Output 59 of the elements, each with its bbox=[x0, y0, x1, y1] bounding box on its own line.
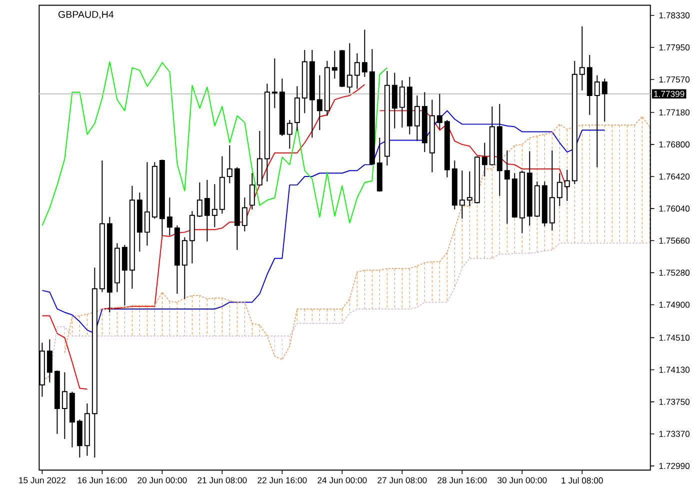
candlestick bbox=[122, 244, 128, 306]
y-tick-label: 1.76420 bbox=[659, 174, 690, 180]
candlestick bbox=[332, 50, 338, 80]
candlestick bbox=[594, 74, 600, 168]
y-tick-label: 1.73370 bbox=[659, 430, 690, 438]
candlestick bbox=[414, 95, 420, 142]
y-tick-label: 1.77180 bbox=[659, 109, 690, 116]
candlestick bbox=[346, 42, 352, 94]
candlestick bbox=[62, 372, 68, 440]
y-tick-label: 1.74130 bbox=[659, 366, 690, 373]
candlestick bbox=[144, 162, 150, 246]
y-tick-label: 1.75280 bbox=[659, 270, 690, 276]
candlestick bbox=[564, 169, 570, 202]
x-tick-label: 24 Jun 00:00 bbox=[318, 477, 367, 484]
candlestick bbox=[196, 182, 202, 218]
x-tick-label: 21 Jun 08:00 bbox=[198, 477, 247, 484]
x-tick-label: 20 Jun 00:00 bbox=[138, 477, 187, 484]
candlestick bbox=[556, 172, 562, 207]
y-tick-label: 1.77950 bbox=[659, 44, 690, 51]
candlestick bbox=[316, 74, 322, 131]
ref-line-label: 1.77399 bbox=[654, 90, 684, 98]
candlestick bbox=[579, 26, 585, 92]
candlestick bbox=[362, 29, 368, 78]
y-tick-label: 1.74900 bbox=[659, 302, 690, 308]
line-series bbox=[42, 61, 388, 226]
candlestick bbox=[504, 150, 510, 224]
x-tick-label: 15 Jun 2022 bbox=[19, 477, 66, 484]
y-tick-label: 1.75660 bbox=[659, 238, 690, 244]
candlestick bbox=[466, 171, 472, 207]
candlestick bbox=[436, 93, 442, 130]
y-tick-label: 1.76800 bbox=[659, 142, 690, 148]
candlestick bbox=[226, 144, 232, 184]
candlestick bbox=[46, 338, 52, 384]
y-tick-label: 1.74510 bbox=[659, 334, 690, 341]
x-tick-label: 28 Jun 16:00 bbox=[438, 477, 487, 484]
y-tick-label: 1.78330 bbox=[659, 12, 690, 19]
y-tick-label: 1.77570 bbox=[659, 76, 690, 83]
candlestick bbox=[602, 78, 608, 122]
candlestick bbox=[354, 52, 360, 90]
x-tick-label: 1 Jul 08:00 bbox=[562, 477, 603, 484]
chart-title: GBPAUD,H4 bbox=[58, 11, 114, 20]
y-tick-label: 1.73750 bbox=[659, 398, 690, 405]
candlestick bbox=[242, 197, 248, 232]
x-tick-label: 27 Jun 08:00 bbox=[378, 477, 427, 484]
candlestick bbox=[249, 172, 255, 210]
y-tick-label: 1.76040 bbox=[659, 206, 690, 212]
x-tick-label: 30 Jun 00:00 bbox=[498, 477, 547, 484]
candlestick bbox=[212, 184, 218, 228]
candlestick bbox=[392, 72, 398, 130]
x-tick-label: 16 Jun 16:00 bbox=[78, 477, 127, 484]
candlestick bbox=[399, 80, 405, 128]
candlestick bbox=[272, 58, 278, 109]
candlestick bbox=[204, 180, 210, 242]
candlestick bbox=[482, 142, 488, 178]
candlestick bbox=[459, 170, 465, 220]
x-tick-label: 22 Jun 16:00 bbox=[258, 477, 307, 484]
candlestick bbox=[286, 120, 292, 150]
y-tick-label: 1.72990 bbox=[659, 462, 690, 470]
candlestick bbox=[166, 197, 172, 236]
